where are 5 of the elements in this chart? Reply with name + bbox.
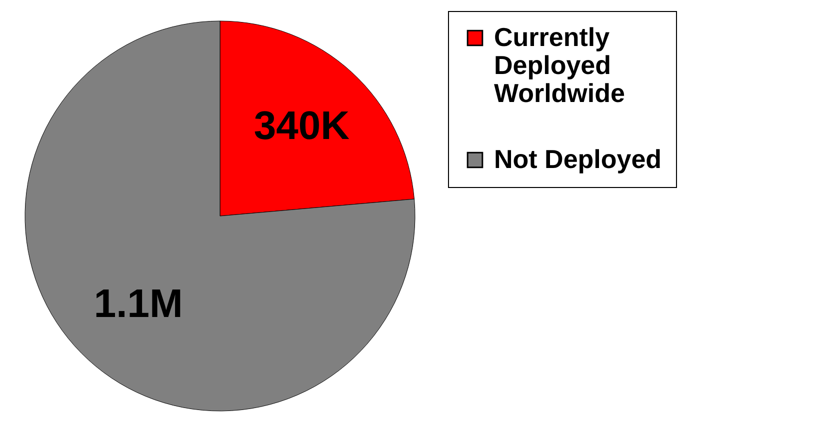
pie-slice [24,20,416,412]
data-label: 1.1M [94,282,183,326]
legend-label: Currently Deployed Worldwide [494,22,625,108]
data-label: 340K [254,104,350,148]
legend-label: Not Deployed [494,144,662,174]
